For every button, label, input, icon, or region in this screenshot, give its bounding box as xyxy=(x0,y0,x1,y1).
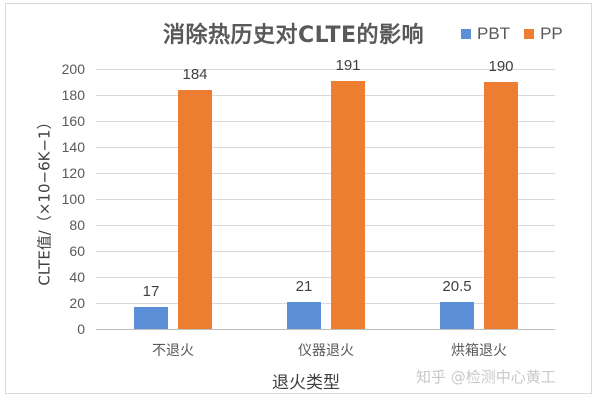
bar-pbt xyxy=(440,302,474,329)
gridline xyxy=(96,303,555,304)
legend-swatch-pbt-icon xyxy=(461,29,471,39)
data-label-pbt: 21 xyxy=(295,277,313,295)
y-tick-label: 0 xyxy=(77,321,85,337)
y-axis-label: CLTE值/（×10−6K−1） xyxy=(35,114,54,286)
legend-item-pbt: PBT xyxy=(461,24,510,44)
data-label-pp: 191 xyxy=(335,56,361,74)
gridline xyxy=(96,95,555,96)
y-tick-label: 160 xyxy=(61,113,85,129)
bar-pbt xyxy=(134,306,168,329)
x-axis-label: 退火类型 xyxy=(272,373,340,393)
data-label-pbt: 20.5 xyxy=(442,278,472,296)
gridline xyxy=(96,173,555,174)
y-tick-label: 200 xyxy=(61,61,85,77)
data-label-pp: 190 xyxy=(488,58,514,75)
y-tick-label: 80 xyxy=(69,217,85,233)
legend-label-pbt: PBT xyxy=(477,24,511,43)
watermark: 知乎 @检测中心黄工 xyxy=(416,368,556,386)
gridline xyxy=(96,199,555,200)
gridline xyxy=(96,121,555,122)
y-tick-label: 180 xyxy=(61,87,85,103)
bar-pbt xyxy=(287,301,321,329)
y-tick-label: 60 xyxy=(69,243,85,259)
bar-pp xyxy=(331,80,365,329)
legend-swatch-pp-icon xyxy=(524,29,535,39)
gridline xyxy=(96,147,555,148)
bar-pp xyxy=(484,82,518,329)
y-tick-label: 140 xyxy=(61,139,85,155)
y-tick-label: 100 xyxy=(61,191,85,207)
y-tick-label: 120 xyxy=(61,165,85,181)
legend: PBT PP xyxy=(461,24,577,44)
x-category-label: 烘箱退火 xyxy=(451,343,507,359)
gridline xyxy=(96,225,555,226)
chart-title: 消除热历史对CLTE的影响 xyxy=(163,23,425,48)
gridline xyxy=(96,69,555,70)
legend-label-pp: PP xyxy=(540,24,563,43)
x-category-label: 仪器退火 xyxy=(298,343,354,359)
data-label-pp: 184 xyxy=(182,65,208,83)
legend-item-pp: PP xyxy=(524,24,563,44)
gridline xyxy=(96,251,555,252)
gridline xyxy=(96,277,555,278)
y-tick-label: 20 xyxy=(69,295,85,311)
x-category-label: 不退火 xyxy=(152,343,194,359)
y-tick-label: 40 xyxy=(69,269,85,285)
x-axis-line xyxy=(96,329,555,330)
bar-pp xyxy=(178,89,212,329)
data-label-pbt: 17 xyxy=(142,282,160,300)
